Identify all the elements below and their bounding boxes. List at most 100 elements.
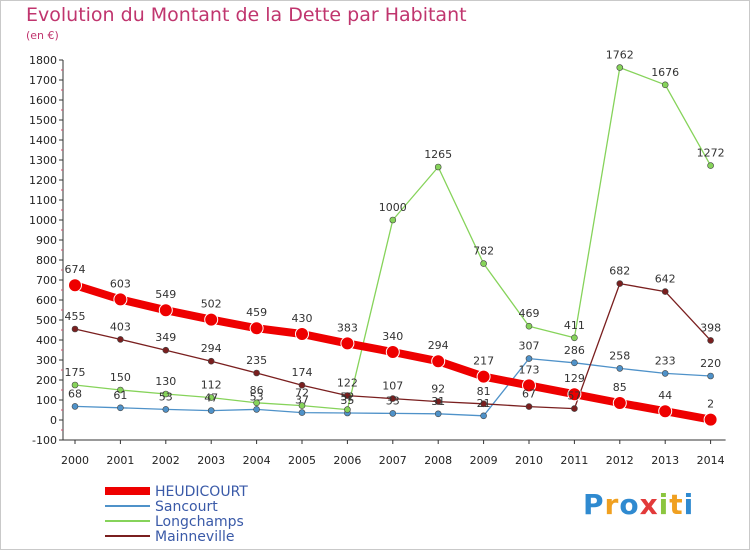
data-label-longchamps: 72 bbox=[295, 387, 309, 400]
data-point-longchamps bbox=[253, 399, 260, 407]
x-tick-label: 2011 bbox=[560, 454, 588, 467]
y-tick-label: 1800 bbox=[29, 54, 57, 67]
data-point-sancourt bbox=[253, 406, 260, 413]
data-point-sancourt bbox=[616, 365, 624, 372]
x-tick-label: 2005 bbox=[288, 454, 316, 467]
data-point-heudicourt bbox=[431, 354, 446, 369]
data-point-sancourt bbox=[525, 355, 533, 362]
data-point-mainneville bbox=[707, 337, 714, 344]
data-label-heudicourt: 85 bbox=[613, 381, 627, 394]
y-tick-label: 1300 bbox=[29, 154, 57, 167]
data-point-heudicourt bbox=[658, 404, 673, 419]
series-lines bbox=[68, 64, 718, 427]
logo-letter: t bbox=[669, 488, 684, 521]
y-tick-label: 1500 bbox=[29, 114, 57, 127]
data-label-mainneville: 67 bbox=[522, 388, 536, 401]
data-point-longchamps bbox=[344, 406, 351, 413]
data-label-sancourt: 61 bbox=[113, 389, 127, 402]
x-tick-label: 2003 bbox=[197, 454, 225, 467]
y-tick-label: 0 bbox=[50, 414, 57, 427]
data-label-heudicourt: 674 bbox=[65, 263, 86, 276]
data-point-longchamps bbox=[525, 322, 533, 330]
y-tick-label: 200 bbox=[36, 374, 57, 387]
data-label-sancourt: 53 bbox=[159, 390, 173, 403]
data-label-longchamps: 1762 bbox=[606, 49, 634, 62]
y-tick-label: 500 bbox=[36, 314, 57, 327]
logo-letter: x bbox=[639, 488, 659, 521]
x-tick-label: 2008 bbox=[424, 454, 452, 467]
data-point-longchamps bbox=[707, 162, 714, 169]
logo-letter: i bbox=[658, 488, 670, 521]
data-label-heudicourt: 549 bbox=[155, 288, 176, 301]
axes: -100 0 100 200 300 400 500 600 700 800 900 1000 1100… bbox=[29, 54, 726, 467]
data-label-sancourt: 47 bbox=[204, 392, 218, 405]
data-label-longchamps: 469 bbox=[519, 307, 540, 320]
data-point-longchamps bbox=[480, 260, 487, 267]
data-point-mainneville bbox=[207, 357, 215, 365]
data-point-mainneville bbox=[661, 288, 669, 295]
data-point-sancourt bbox=[71, 403, 79, 410]
data-label-heudicourt: 603 bbox=[110, 277, 131, 290]
data-label-mainneville: 398 bbox=[700, 321, 721, 334]
data-point-sancourt bbox=[162, 406, 170, 413]
data-label-longchamps: 86 bbox=[250, 384, 264, 397]
data-point-sancourt bbox=[480, 412, 487, 420]
y-tick-label: 600 bbox=[36, 294, 57, 307]
y-tick-label: 100 bbox=[36, 394, 57, 407]
data-point-heudicourt bbox=[385, 345, 400, 359]
data-point-longchamps bbox=[162, 390, 170, 398]
data-label-sancourt: 307 bbox=[519, 340, 540, 353]
data-point-sancourt bbox=[298, 409, 306, 416]
data-point-mainneville bbox=[480, 400, 487, 408]
data-point-sancourt bbox=[434, 410, 442, 418]
data-label-sancourt: 33 bbox=[386, 394, 400, 407]
data-label-heudicourt: 294 bbox=[428, 339, 449, 352]
data-point-sancourt bbox=[707, 372, 714, 380]
logo-letter: i bbox=[683, 488, 695, 521]
data-point-sancourt bbox=[661, 370, 669, 377]
x-tick-label: 2013 bbox=[651, 454, 679, 467]
y-tick-label: 300 bbox=[36, 354, 57, 367]
data-label-sancourt: 233 bbox=[655, 354, 676, 367]
data-point-heudicourt bbox=[249, 321, 264, 336]
data-point-sancourt bbox=[571, 359, 578, 367]
y-tick-label: 1100 bbox=[29, 194, 57, 207]
logo-letter: o bbox=[619, 488, 640, 521]
x-tick-label: 2010 bbox=[515, 454, 543, 467]
data-label-sancourt: 286 bbox=[564, 344, 585, 357]
logo-letter: r bbox=[604, 488, 620, 521]
data-point-mainneville bbox=[389, 395, 397, 402]
x-tick-label: 2006 bbox=[333, 454, 361, 467]
data-point-longchamps bbox=[571, 334, 578, 342]
y-tick-label: 1200 bbox=[29, 174, 57, 187]
data-label-sancourt: 31 bbox=[431, 395, 445, 408]
data-point-sancourt bbox=[207, 407, 215, 414]
data-label-mainneville: 682 bbox=[609, 265, 630, 278]
x-tick-label: 2002 bbox=[152, 454, 180, 467]
data-point-longchamps bbox=[389, 216, 397, 224]
data-point-longchamps bbox=[661, 81, 669, 89]
data-label-mainneville: 455 bbox=[65, 310, 86, 323]
data-label-longchamps: 1000 bbox=[379, 201, 407, 214]
y-tick-label: 1000 bbox=[29, 214, 57, 227]
data-label-longchamps: 782 bbox=[473, 245, 494, 258]
y-tick-label: 1400 bbox=[29, 134, 57, 147]
data-label-longchamps: 112 bbox=[201, 379, 222, 392]
data-label-sancourt: 21 bbox=[477, 397, 491, 410]
unit-label: (en €) bbox=[26, 29, 59, 42]
data-label-heudicourt: 129 bbox=[564, 372, 585, 385]
data-point-mainneville bbox=[162, 346, 170, 354]
data-point-longchamps bbox=[71, 381, 79, 389]
data-point-heudicourt bbox=[113, 292, 128, 307]
data-label-heudicourt: 383 bbox=[337, 321, 358, 334]
data-label-sancourt: 68 bbox=[68, 387, 82, 400]
y-tick-label: 1600 bbox=[29, 94, 57, 107]
legend-label-longchamps: Longchamps bbox=[155, 514, 244, 530]
data-label-longchamps: 1265 bbox=[424, 148, 452, 161]
chart-title: Evolution du Montant de la Dette par Hab… bbox=[26, 4, 467, 26]
data-label-mainneville: 122 bbox=[337, 377, 358, 390]
data-label-heudicourt: 459 bbox=[246, 306, 267, 319]
